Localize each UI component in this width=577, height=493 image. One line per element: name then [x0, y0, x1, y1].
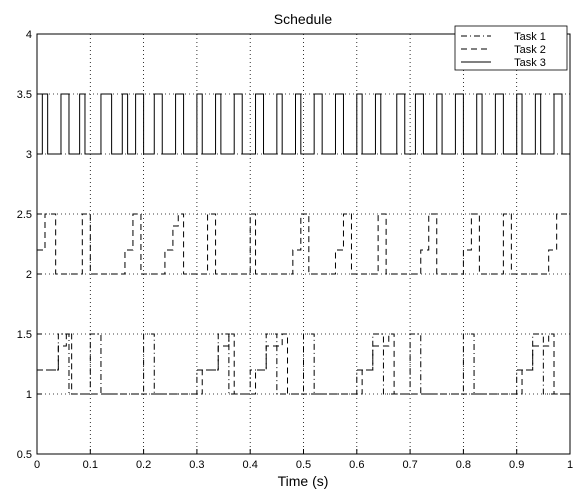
y-tick-label: 4: [26, 29, 32, 41]
y-tick-label: 2: [26, 269, 32, 281]
legend-label-task-1: Task 1: [514, 31, 546, 43]
x-tick-label: 0.8: [456, 459, 471, 471]
y-tick-label: 1: [26, 389, 32, 401]
x-tick-label: 0.3: [189, 459, 204, 471]
series-layer: [37, 93, 570, 395]
x-tick-label: 0.7: [402, 459, 417, 471]
x-tick-label: 0.4: [243, 459, 258, 471]
series-line-task-1: [37, 333, 570, 395]
legend-box: [454, 25, 568, 71]
legend: Task 1 Task 2 Task 3: [454, 25, 568, 71]
x-tick-label: 1: [567, 459, 573, 471]
series-line-task-3: [37, 93, 570, 155]
x-tick-label: 0.1: [83, 459, 98, 471]
y-tick-label: 0.5: [17, 449, 32, 461]
x-tick-label: 0: [34, 459, 40, 471]
chart-title: Schedule: [274, 11, 333, 27]
y-tick-label: 3: [26, 149, 32, 161]
x-tick-label: 0.5: [296, 459, 311, 471]
y-tick-label: 1.5: [17, 329, 32, 341]
y-tick-label: 2.5: [17, 209, 32, 221]
legend-label-task-2: Task 2: [514, 44, 546, 56]
x-tick-label: 0.9: [509, 459, 524, 471]
x-tick-labels: 0 0.1 0.2 0.3 0.4 0.5 0.6 0.7 0.8 0.9 1: [34, 449, 573, 471]
y-tick-labels: 0.5 1 1.5 2 2.5 3 3.5 4: [17, 29, 42, 461]
legend-label-task-3: Task 3: [514, 57, 546, 69]
x-tick-label: 0.6: [349, 459, 364, 471]
y-tick-label: 3.5: [17, 89, 32, 101]
x-tick-label: 0.2: [136, 459, 151, 471]
x-axis-label: Time (s): [278, 473, 329, 489]
series-line-task-2: [37, 213, 570, 395]
